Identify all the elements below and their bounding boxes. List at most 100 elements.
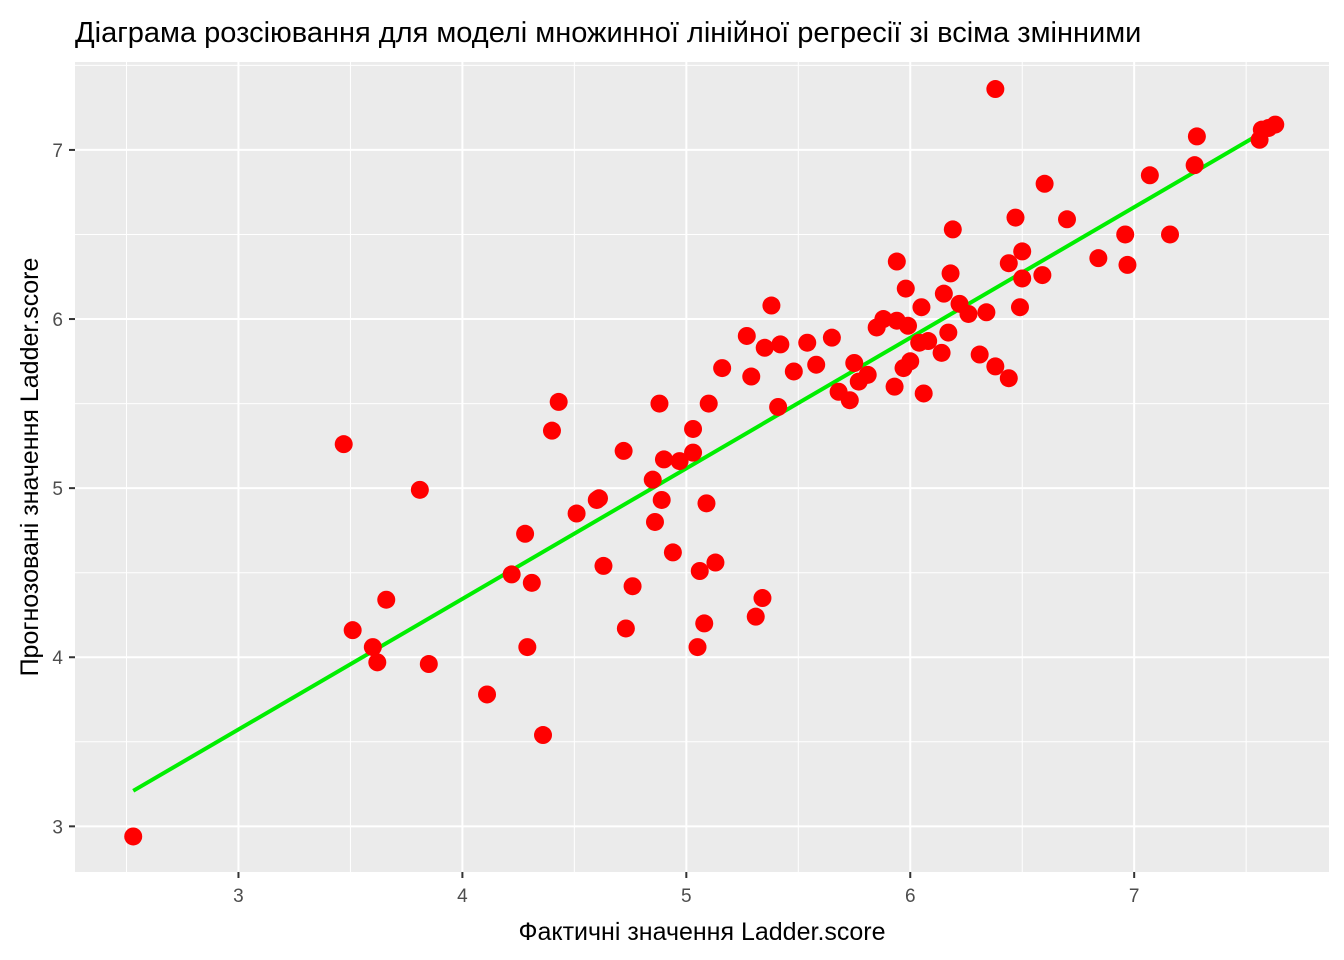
data-point — [516, 524, 535, 543]
data-point — [914, 384, 933, 403]
data-point — [502, 565, 521, 584]
data-point — [368, 653, 387, 672]
data-point — [690, 561, 709, 580]
data-point — [1010, 298, 1029, 317]
data-point — [645, 512, 664, 531]
data-point — [941, 264, 960, 283]
data-point — [1185, 156, 1204, 175]
data-point — [1161, 225, 1180, 244]
data-point — [684, 419, 703, 438]
x-axis-title: Фактичні значення Ladder.score — [518, 918, 885, 946]
data-point — [1089, 249, 1108, 268]
data-point — [896, 279, 915, 298]
data-point — [713, 359, 732, 378]
y-tick-label: 4 — [52, 648, 63, 669]
y-axis: 3 4 5 6 7 — [52, 141, 75, 838]
data-point — [999, 254, 1018, 273]
plot-panel — [75, 62, 1329, 872]
data-point — [1006, 208, 1025, 227]
data-point — [885, 377, 904, 396]
data-point — [343, 621, 362, 640]
data-point — [1013, 269, 1032, 288]
data-point — [594, 556, 613, 575]
data-point — [1058, 210, 1077, 229]
data-point — [769, 397, 788, 416]
regression-line — [132, 124, 1275, 793]
data-point — [334, 435, 353, 454]
data-point — [663, 543, 682, 562]
data-point — [688, 638, 707, 657]
data-point — [1266, 115, 1285, 134]
data-point — [670, 452, 689, 471]
data-point — [478, 685, 497, 704]
data-point — [986, 80, 1005, 99]
x-tick-label: 3 — [233, 886, 244, 907]
data-point — [363, 638, 382, 657]
data-point — [377, 590, 396, 609]
data-point — [807, 355, 826, 374]
data-point — [999, 369, 1018, 388]
data-point — [614, 441, 633, 460]
data-point — [899, 316, 918, 335]
data-point — [840, 391, 859, 410]
data-point — [643, 470, 662, 489]
y-tick-label: 6 — [52, 310, 63, 331]
data-point — [1118, 255, 1137, 274]
data-point — [1116, 225, 1135, 244]
data-point — [934, 284, 953, 303]
data-point — [567, 504, 586, 523]
data-point — [919, 332, 938, 351]
data-point — [652, 490, 671, 509]
data-point — [887, 252, 906, 271]
data-point — [784, 362, 803, 381]
data-point — [1187, 127, 1206, 146]
data-point — [845, 354, 864, 373]
data-point — [124, 827, 143, 846]
data-point — [901, 352, 920, 371]
data-point — [943, 220, 962, 239]
x-tick-label: 6 — [905, 886, 916, 907]
data-point — [534, 726, 553, 745]
data-point — [755, 338, 774, 357]
y-axis-title: Прогнозовані значення Ladder.score — [16, 258, 44, 677]
data-point — [542, 421, 561, 440]
data-point — [695, 614, 714, 633]
data-point — [518, 638, 537, 657]
data-point — [684, 443, 703, 462]
data-point — [977, 303, 996, 322]
data-point — [874, 310, 893, 329]
x-tick-label: 4 — [457, 886, 468, 907]
y-tick-label: 7 — [52, 141, 63, 162]
data-point — [623, 577, 642, 596]
data-point — [522, 573, 541, 592]
data-point — [858, 365, 877, 384]
data-point — [654, 450, 673, 469]
data-point — [1035, 174, 1054, 193]
data-point — [1140, 166, 1159, 185]
data-point — [1033, 266, 1052, 285]
data-point — [589, 489, 608, 508]
data-points — [124, 80, 1285, 846]
data-point — [737, 326, 756, 345]
data-point — [970, 345, 989, 364]
data-point — [549, 392, 568, 411]
x-tick-label: 5 — [681, 886, 692, 907]
data-point — [706, 553, 725, 572]
data-point — [410, 480, 429, 499]
y-tick-label: 3 — [52, 817, 63, 838]
fit-line-group — [132, 124, 1275, 793]
data-point — [959, 304, 978, 323]
data-point — [986, 357, 1005, 376]
data-point — [699, 394, 718, 413]
data-point — [822, 328, 841, 347]
data-point — [932, 343, 951, 362]
data-point — [912, 298, 931, 317]
data-point — [939, 323, 958, 342]
data-point — [419, 655, 438, 674]
data-point — [746, 607, 765, 626]
data-point — [616, 619, 635, 638]
data-point — [762, 296, 781, 315]
data-point — [753, 589, 772, 608]
data-point — [697, 494, 716, 513]
